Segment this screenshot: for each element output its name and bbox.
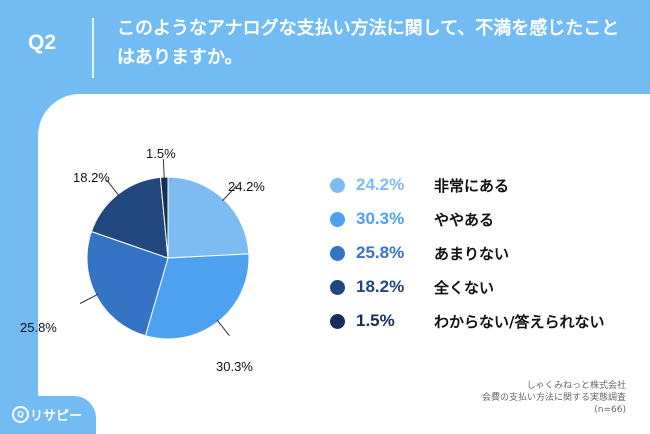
leader-line-3 (79, 293, 99, 304)
legend-swatch (330, 211, 345, 227)
pie-label-2: 30.3% (216, 359, 253, 374)
chart-panel: 24.2% 30.3% 25.8% 18.2% 1.5% 24.2% 非常にある 30.3%… (20, 94, 650, 434)
legend-item-2: 30.3% ややある (330, 208, 494, 230)
brand-name: リサピー (30, 409, 83, 424)
legend-item-1: 24.2% 非常にある (330, 174, 509, 196)
pie-label-3: 25.8% (20, 320, 57, 335)
legend-percent: 1.5% (356, 311, 395, 330)
question-number: Q2 (28, 31, 57, 54)
legend-percent: 18.2% (356, 277, 405, 296)
leader-line-5 (162, 159, 165, 180)
source-note: しゃくみねっと株式会社 会費の支払い方法に関する実態調査 (n=66) (482, 380, 626, 416)
legend-label: 非常にある (434, 176, 510, 195)
source-company: しゃくみねっと株式会社 (526, 381, 626, 391)
source-survey: 会費の支払い方法に関する実態調査 (481, 393, 626, 403)
leader-line-1 (222, 185, 237, 202)
source-sample: (n=66) (594, 405, 626, 415)
legend-percent: 24.2% (356, 175, 405, 194)
legend-label: 全くない (434, 278, 495, 297)
legend-label: あまりない (434, 244, 510, 263)
legend-label: ややある (434, 210, 495, 229)
pie-label-4: 18.2% (73, 170, 110, 185)
legend-swatch (330, 177, 345, 193)
pie-label-1: 24.2% (228, 179, 265, 194)
legend-percent: 30.3% (356, 209, 405, 228)
legend-swatch (330, 313, 345, 329)
question-text: このようなアナログな支払い方法に関して、不満を感じたことはありますか。 (117, 18, 620, 68)
legend-item-3: 25.8% あまりない (330, 242, 509, 264)
pie-chart (79, 159, 250, 340)
header-divider (92, 18, 94, 78)
legend-item-5: 1.5% わからない/答えられない (330, 310, 604, 332)
pie-label-5: 1.5% (146, 146, 176, 161)
legend-percent: 25.8% (356, 243, 405, 262)
legend-swatch (330, 279, 345, 295)
legend-swatch (330, 245, 345, 261)
brand-logo-icon: Q (12, 406, 29, 423)
legend-item-4: 18.2% 全くない (330, 276, 494, 298)
leader-line-4 (106, 179, 120, 197)
leader-line-2 (216, 319, 230, 336)
legend-label: わからない/答えられない (434, 312, 605, 331)
brand-tab: Q リサピー (0, 396, 96, 434)
